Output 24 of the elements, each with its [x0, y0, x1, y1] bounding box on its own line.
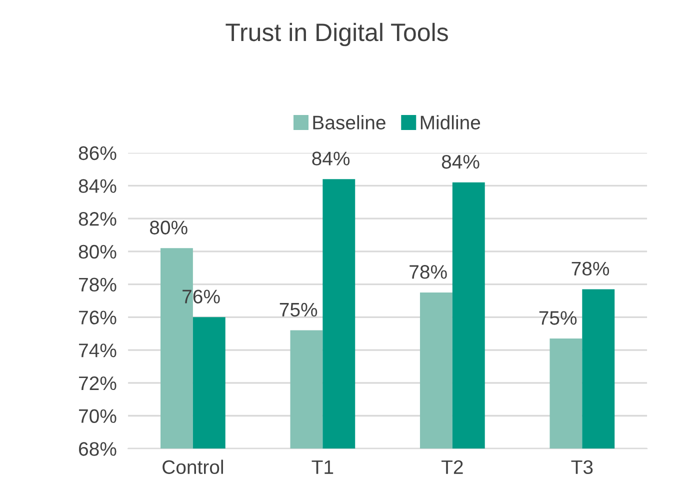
y-tick-label: 78% [79, 278, 116, 292]
legend-label: Baseline [313, 115, 386, 130]
y-tick-label: 76% [79, 310, 116, 324]
data-label: 80% [150, 220, 188, 234]
y-tick-label: 70% [79, 409, 116, 423]
x-tick-label: T2 [442, 460, 463, 474]
x-tick-label: Control [162, 460, 223, 474]
y-tick-label: 74% [79, 344, 116, 358]
data-label: 75% [280, 302, 318, 317]
legend-label: Midline [420, 115, 480, 130]
y-tick-label: 86% [78, 146, 116, 160]
y-tick-label: 68% [79, 442, 116, 456]
data-label: 84% [442, 154, 480, 169]
y-tick-label: 84% [78, 179, 116, 193]
chart-title: Trust in Digital Tools [226, 22, 448, 46]
x-tick-label: T1 [312, 460, 334, 474]
y-tick-label: 82% [78, 212, 116, 226]
data-label: 84% [312, 152, 350, 166]
x-tick-label: T3 [571, 460, 593, 474]
data-label: 75% [539, 311, 577, 325]
y-tick-label: 80% [78, 244, 116, 259]
y-tick-label: 72% [79, 376, 116, 390]
data-label: 78% [572, 262, 610, 276]
data-label: 78% [410, 265, 447, 279]
